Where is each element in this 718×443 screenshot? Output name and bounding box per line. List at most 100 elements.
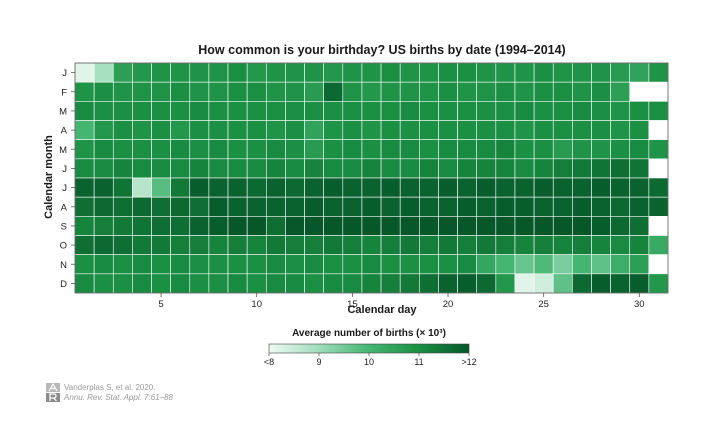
heatmap-cell (93, 62, 114, 83)
heatmap-cell (438, 235, 458, 255)
heatmap-cell (132, 235, 152, 255)
heatmap-cell (457, 196, 478, 217)
heatmap-cell (361, 120, 382, 140)
heatmap-cell (74, 62, 95, 83)
heatmap-cell (476, 158, 497, 179)
heatmap-cell (246, 120, 267, 140)
heatmap-cell (457, 235, 478, 255)
heatmap-cell (170, 101, 191, 121)
heatmap-cell (112, 177, 133, 198)
heatmap-cell (132, 81, 152, 102)
heatmap-cell (610, 101, 631, 121)
heatmap-cell (170, 158, 191, 179)
heatmap-cell (304, 235, 324, 255)
heatmap-cell (285, 101, 305, 121)
heatmap-cell (572, 177, 592, 198)
heatmap-cell (476, 177, 497, 198)
y-tick-label: D (60, 279, 67, 290)
heatmap-cell (591, 235, 611, 255)
heatmap-cell (342, 273, 363, 294)
heatmap-cell (189, 120, 210, 140)
colorbar-tick-label: >12 (461, 357, 476, 367)
heatmap-cell (457, 62, 478, 83)
heatmap-cell (342, 62, 363, 83)
heatmap-cell (533, 196, 554, 217)
heatmap-cell (93, 196, 114, 217)
heatmap-cell (572, 196, 592, 217)
heatmap-cell (552, 235, 573, 255)
heatmap-cell (208, 101, 229, 121)
heatmap-cell (533, 177, 554, 198)
heatmap-cell (323, 81, 344, 102)
heatmap-cell (246, 139, 267, 160)
heatmap-cell (495, 216, 516, 236)
heatmap-cell (132, 273, 152, 294)
colorbar-tick-label: <8 (264, 357, 274, 367)
heatmap-cell (342, 254, 363, 275)
heatmap-cell (476, 273, 497, 294)
heatmap-cell (380, 254, 401, 275)
heatmap-cell (648, 62, 669, 83)
heatmap-cell (93, 101, 114, 121)
heatmap-cell (514, 235, 535, 255)
heatmap-cell (208, 177, 229, 198)
heatmap-cell (572, 216, 592, 236)
heatmap-cell (399, 120, 420, 140)
heatmap-cell (304, 158, 324, 179)
y-tick-label: O (60, 241, 67, 252)
heatmap-cell (246, 158, 267, 179)
heatmap-cell (629, 235, 650, 255)
x-tick-label: 15 (347, 299, 358, 310)
heatmap-cell (227, 196, 248, 217)
heatmap-cell (380, 273, 401, 294)
heatmap-cell (170, 254, 191, 275)
heatmap-cell (151, 139, 171, 160)
heatmap-cell (629, 139, 650, 160)
heatmap-cell (629, 101, 650, 121)
heatmap-cell (399, 196, 420, 217)
heatmap-cell (438, 254, 458, 275)
heatmap-cell (629, 81, 650, 102)
y-tick-label: M (59, 145, 67, 156)
heatmap-cell (514, 196, 535, 217)
heatmap-cell (610, 139, 631, 160)
heatmap-cell (285, 196, 305, 217)
heatmap-cell (246, 216, 267, 236)
x-tick-label: 20 (443, 299, 454, 310)
heatmap-cell (495, 158, 516, 179)
heatmap-cell (552, 81, 573, 102)
heatmap-cell (74, 101, 95, 121)
heatmap-cell (170, 81, 191, 102)
heatmap-cell (304, 273, 324, 294)
heatmap-cell (304, 139, 324, 160)
y-tick-label: N (60, 260, 67, 271)
heatmap-cell (399, 216, 420, 236)
heatmap-cell (170, 235, 191, 255)
heatmap-cell (74, 254, 95, 275)
heatmap-cell (648, 196, 669, 217)
heatmap-cell (342, 120, 363, 140)
heatmap-cell (112, 101, 133, 121)
heatmap-cell (170, 62, 191, 83)
heatmap-cell (552, 273, 573, 294)
heatmap-cell (648, 235, 669, 255)
heatmap-cell (112, 158, 133, 179)
heatmap-cell (399, 139, 420, 160)
y-tick-label: S (61, 221, 67, 232)
heatmap-cell (648, 273, 669, 294)
heatmap-cell (189, 177, 210, 198)
heatmap-cell (457, 273, 478, 294)
heatmap-cell (151, 177, 171, 198)
heatmap-cell (208, 254, 229, 275)
heatmap-cell (170, 139, 191, 160)
heatmap-cell (74, 81, 95, 102)
heatmap-cell (495, 177, 516, 198)
heatmap-cell (93, 120, 114, 140)
heatmap-cell (112, 62, 133, 83)
heatmap-cell (514, 158, 535, 179)
heatmap-cell (380, 120, 401, 140)
heatmap-cell (170, 177, 191, 198)
heatmap-cell (533, 254, 554, 275)
heatmap-cell (610, 177, 631, 198)
heatmap-cell (246, 62, 267, 83)
